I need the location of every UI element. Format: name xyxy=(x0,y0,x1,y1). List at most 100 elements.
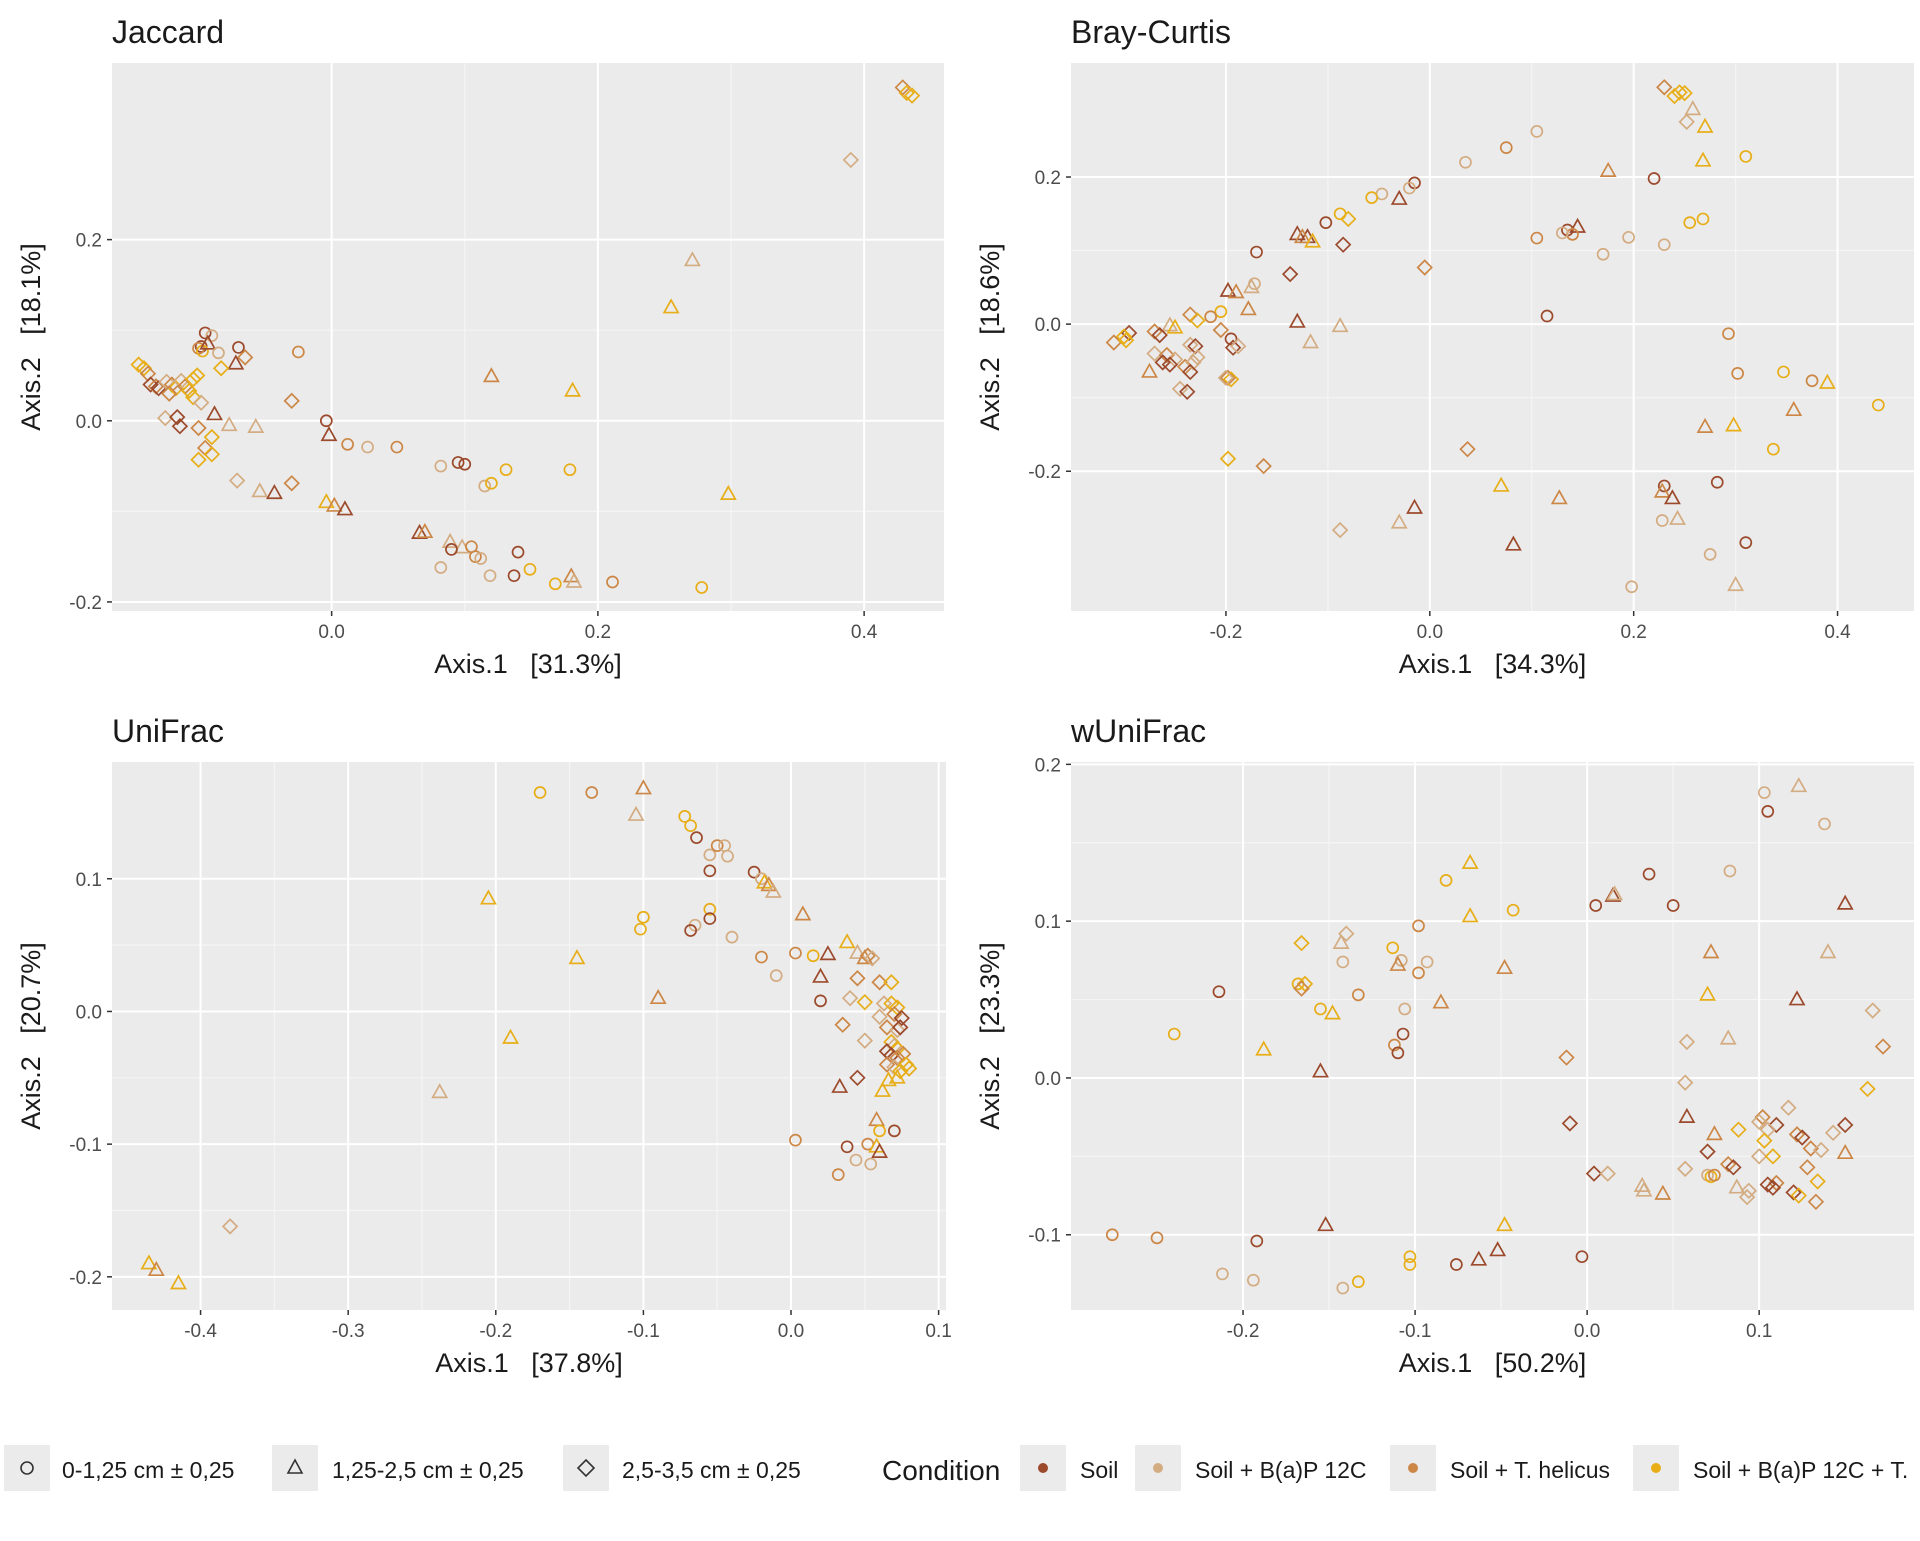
data-point-circle xyxy=(1818,817,1831,831)
data-point-diamond xyxy=(1182,336,1199,353)
data-point-diamond xyxy=(190,451,207,468)
panels: 0.0 0.2 0.4 -0.2 0.0 0.2 Jaccard Axis.1 [31.3%]… xyxy=(16,14,1914,1378)
data-point-circle xyxy=(703,864,717,878)
data-point-circle xyxy=(1506,903,1520,917)
data-point-circle xyxy=(1396,1027,1410,1041)
legend-key-background xyxy=(563,1445,609,1491)
data-point-circle xyxy=(703,902,717,916)
data-point-diamond xyxy=(1281,265,1299,283)
plot-panel: -0.2 0.0 0.2 0.4 -0.2 0.0 0.2 Bray-Curtis Axis.1… xyxy=(975,14,1914,679)
data-point-triangle xyxy=(1166,318,1184,334)
data-point-circle xyxy=(721,849,734,863)
data-point-diamond xyxy=(1730,1121,1747,1138)
data-point-triangle xyxy=(1653,482,1671,498)
data-point-triangle xyxy=(1302,333,1319,349)
data-point-triangle xyxy=(1406,498,1423,514)
data-point-triangle xyxy=(838,933,856,949)
data-point-diamond xyxy=(871,1008,888,1025)
condition-color-swatch xyxy=(1408,1463,1418,1473)
data-point-diamond xyxy=(1182,363,1199,381)
data-point-triangle xyxy=(1312,1062,1329,1078)
data-point-diamond xyxy=(185,370,202,388)
data-point-triangle xyxy=(1489,1241,1507,1257)
data-point-triangle xyxy=(317,493,335,509)
data-point-triangle xyxy=(760,876,778,892)
data-point-triangle xyxy=(1288,312,1306,328)
data-point-circle xyxy=(1722,327,1735,341)
data-point-triangle xyxy=(568,949,586,965)
data-point-diamond xyxy=(1599,1165,1616,1182)
x-tick-label: -0.4 xyxy=(184,1321,217,1342)
data-point-triangle xyxy=(1654,1184,1672,1200)
data-point-triangle xyxy=(1504,535,1522,551)
data-point-circle xyxy=(1336,955,1350,969)
data-point-diamond xyxy=(889,1049,906,1067)
data-point-triangle xyxy=(649,988,667,1005)
data-point-triangle xyxy=(848,943,866,959)
data-point-circle xyxy=(451,456,465,469)
data-point-diamond xyxy=(1859,1080,1876,1098)
data-point-triangle xyxy=(1684,100,1702,116)
data-point-triangle xyxy=(1818,373,1836,389)
data-point-circle xyxy=(1739,150,1753,163)
data-point-triangle xyxy=(1699,985,1717,1001)
data-point-circle xyxy=(1216,1267,1229,1281)
data-point-diamond xyxy=(1459,440,1476,458)
data-point-circle xyxy=(499,463,513,477)
data-point-triangle xyxy=(1694,151,1712,167)
data-point-circle xyxy=(703,912,717,925)
data-point-diamond xyxy=(135,360,153,377)
data-point-circle xyxy=(769,969,783,982)
data-point-diamond xyxy=(1824,1124,1842,1142)
data-point-circle xyxy=(1420,955,1434,969)
data-point-diamond xyxy=(1874,1038,1892,1055)
x-tick-label: 0.2 xyxy=(585,622,611,643)
data-point-circle xyxy=(232,341,245,354)
data-point-triangle xyxy=(265,484,283,500)
data-point-diamond xyxy=(1561,1115,1579,1132)
data-point-diamond xyxy=(1780,1099,1797,1116)
data-point-circle xyxy=(755,950,768,964)
x-tick-label: -0.2 xyxy=(479,1321,512,1342)
y-tick-label: -0.1 xyxy=(1028,1226,1061,1247)
x-tick-label: -0.1 xyxy=(627,1321,660,1342)
data-point-diamond xyxy=(875,995,893,1012)
data-point-diamond xyxy=(1809,1173,1826,1190)
data-point-diamond xyxy=(1340,210,1357,228)
data-point-triangle xyxy=(1492,476,1510,492)
data-point-circle xyxy=(1499,141,1513,154)
data-point-circle xyxy=(1757,786,1771,799)
data-point-triangle xyxy=(1389,955,1407,971)
data-point-triangle xyxy=(627,805,645,821)
data-point-circle xyxy=(1212,985,1226,999)
data-point-triangle xyxy=(336,500,354,516)
data-point-diamond xyxy=(1676,1160,1694,1178)
data-point-circle xyxy=(606,575,619,589)
data-point-circle xyxy=(1596,247,1610,261)
data-point-triangle xyxy=(819,945,837,961)
data-point-triangle xyxy=(1785,400,1803,417)
data-point-diamond xyxy=(167,379,185,397)
data-point-triangle xyxy=(416,522,434,539)
data-point-diamond xyxy=(1185,354,1202,371)
data-point-circle xyxy=(1412,919,1425,933)
legend-key-background xyxy=(4,1445,50,1491)
condition-color-swatch xyxy=(1651,1463,1661,1473)
panel-title: UniFrac xyxy=(112,713,224,749)
data-point-diamond xyxy=(834,1016,851,1033)
data-point-circle xyxy=(1761,805,1775,818)
y-tick-label: 0.0 xyxy=(76,412,102,433)
data-point-circle xyxy=(1250,245,1263,259)
data-point-diamond xyxy=(236,349,254,366)
data-point-circle xyxy=(1710,475,1724,489)
data-point-triangle xyxy=(879,1071,897,1087)
data-point-triangle xyxy=(888,1068,906,1084)
data-point-circle xyxy=(523,562,537,576)
data-point-circle xyxy=(1351,988,1365,1002)
data-point-circle xyxy=(563,463,577,477)
data-point-circle xyxy=(1655,514,1669,527)
data-point-triangle xyxy=(1461,907,1479,923)
data-point-circle xyxy=(695,581,709,594)
legend-shape-label: 1,25-2,5 cm ± 0,25 xyxy=(332,1457,524,1483)
